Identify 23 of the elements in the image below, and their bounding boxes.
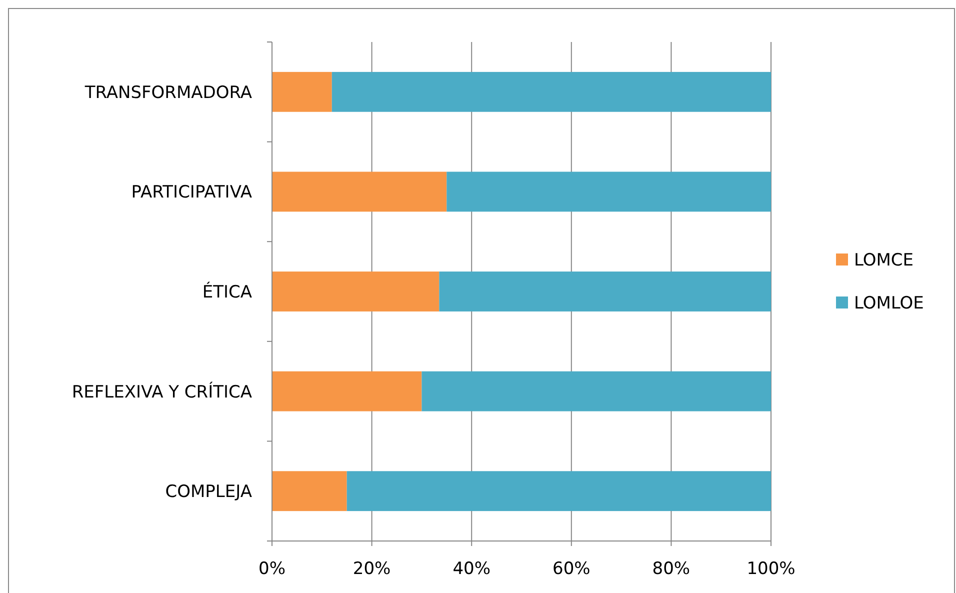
x-tick-label: 80% xyxy=(652,559,690,579)
x-tick-label: 40% xyxy=(452,559,490,579)
y-tick-label: PARTICIPATIVA xyxy=(131,182,252,203)
bar xyxy=(332,72,771,112)
bar xyxy=(272,471,347,512)
x-tick-label: 100% xyxy=(746,559,796,579)
x-tick-label: 0% xyxy=(258,559,286,579)
bar xyxy=(346,471,771,512)
y-tick-label: TRANSFORMADORA xyxy=(84,82,252,103)
x-tick-label: 60% xyxy=(552,559,590,579)
bar xyxy=(272,272,440,312)
bar xyxy=(422,371,771,412)
bar xyxy=(272,371,422,412)
bar xyxy=(446,172,771,212)
y-tick-label: REFLEXIVA Y CRÍTICA xyxy=(72,381,252,402)
bar xyxy=(439,272,771,312)
x-tick-label: 20% xyxy=(352,559,391,579)
bar xyxy=(272,72,332,112)
y-tick-label: COMPLEJA xyxy=(165,482,252,502)
legend-label: LOMLOE xyxy=(854,294,924,314)
legend-label: LOMCE xyxy=(854,250,914,270)
y-tick-label: ÉTICA xyxy=(202,282,252,302)
bar xyxy=(272,172,447,212)
